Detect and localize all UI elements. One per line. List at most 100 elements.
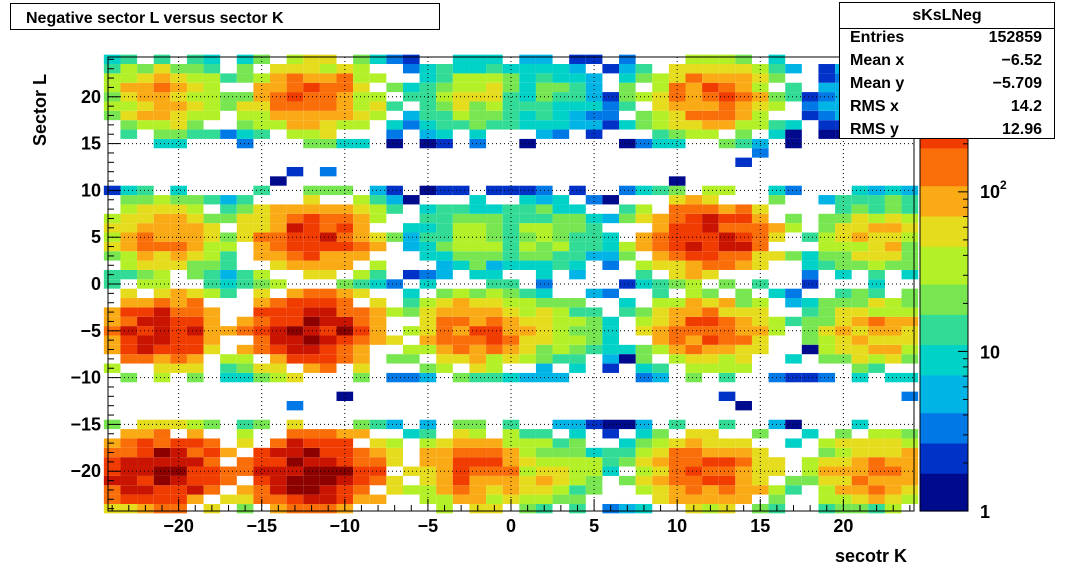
heatmap-bin xyxy=(319,344,337,355)
heatmap-bin xyxy=(436,438,453,448)
heatmap-bin xyxy=(652,438,669,448)
heatmap-bin xyxy=(735,251,752,261)
heatmap-bin xyxy=(818,241,836,252)
heatmap-bin xyxy=(369,232,387,242)
heatmap-bin xyxy=(818,326,836,336)
heatmap-bin xyxy=(186,204,204,214)
heatmap-bin xyxy=(203,54,221,65)
heatmap-bin xyxy=(203,241,221,252)
heatmap-bin xyxy=(751,475,769,486)
heatmap-bin xyxy=(186,429,204,439)
heatmap-bin xyxy=(901,307,919,317)
stats-row-mean-x: Mean x −6.52 xyxy=(840,52,1054,74)
heatmap-bin xyxy=(718,447,736,458)
heatmap-bin xyxy=(785,298,802,308)
heatmap-bin xyxy=(751,241,769,252)
heatmap-bin xyxy=(685,475,703,486)
heatmap-bin xyxy=(253,223,271,233)
heatmap-bin xyxy=(253,185,271,196)
heatmap-bin xyxy=(569,101,586,111)
heatmap-bin xyxy=(519,372,536,383)
heatmap-bin xyxy=(186,419,204,430)
heatmap-bin xyxy=(203,213,221,224)
heatmap-bin xyxy=(585,92,603,102)
heatmap-bin xyxy=(402,54,420,65)
heatmap-bin xyxy=(436,316,453,327)
heatmap-bin xyxy=(452,110,470,121)
heatmap-bin xyxy=(884,438,902,448)
heatmap-bin xyxy=(486,54,503,65)
heatmap-bin xyxy=(452,54,470,65)
heatmap-bin xyxy=(186,54,204,65)
heatmap-bin xyxy=(319,82,337,93)
heatmap-bin xyxy=(602,92,620,102)
heatmap-bin xyxy=(452,101,470,111)
heatmap-bin xyxy=(120,438,138,448)
heatmap-bin xyxy=(519,335,536,345)
heatmap-bin xyxy=(436,288,453,299)
heatmap-bin xyxy=(751,82,769,93)
heatmap-bin xyxy=(286,466,304,476)
heatmap-bin xyxy=(270,494,287,504)
heatmap-bin xyxy=(519,213,536,224)
heatmap-bin xyxy=(635,307,653,317)
heatmap-bin xyxy=(153,82,171,93)
heatmap-bin xyxy=(303,429,320,439)
heatmap-bin xyxy=(502,279,520,289)
heatmap-bin xyxy=(535,64,553,74)
heatmap-bin xyxy=(735,335,752,345)
heatmap-bin xyxy=(303,475,320,486)
heatmap-bin xyxy=(419,307,437,317)
heatmap-bin xyxy=(619,120,636,130)
heatmap-bin xyxy=(486,485,503,495)
heatmap-bin xyxy=(785,419,802,430)
heatmap-bin xyxy=(236,326,254,336)
heatmap-bin xyxy=(319,223,337,233)
heatmap-bin xyxy=(519,298,536,308)
heatmap-bin xyxy=(652,316,669,327)
heatmap-bin xyxy=(353,485,370,495)
heatmap-bin xyxy=(170,363,187,373)
heatmap-bin xyxy=(552,307,570,317)
heatmap-bin xyxy=(502,298,520,308)
heatmap-bin xyxy=(702,92,719,102)
heatmap-bin xyxy=(569,120,586,130)
heatmap-bin xyxy=(569,326,586,336)
heatmap-bin xyxy=(369,298,387,308)
heatmap-bin xyxy=(768,316,786,327)
heatmap-bin xyxy=(220,494,237,504)
heatmap-bin xyxy=(419,447,437,458)
heatmap-bin xyxy=(768,120,786,130)
heatmap-bin xyxy=(519,354,536,364)
heatmap-bin xyxy=(120,298,138,308)
heatmap-bin xyxy=(502,73,520,83)
heatmap-bin xyxy=(253,307,271,317)
heatmap-bin xyxy=(270,241,287,252)
heatmap-bin xyxy=(785,485,802,495)
heatmap-bin xyxy=(319,241,337,252)
stats-rms-x-value: 14.2 xyxy=(1010,98,1042,115)
heatmap-bin xyxy=(735,288,752,299)
heatmap-bin xyxy=(469,64,487,74)
heatmap-bin xyxy=(353,232,370,242)
x-tick-label: 20 xyxy=(833,516,853,536)
heatmap-bin xyxy=(236,354,254,364)
heatmap-bin xyxy=(336,110,354,121)
heatmap-bin xyxy=(402,372,420,383)
heatmap-bin xyxy=(203,64,221,74)
heatmap-bin xyxy=(303,195,320,205)
heatmap-bin xyxy=(818,73,836,83)
heatmap-bin xyxy=(419,129,437,139)
heatmap-bin xyxy=(419,110,437,121)
heatmap-bin xyxy=(552,120,570,130)
heatmap-bin xyxy=(884,326,902,336)
heatmap-bin xyxy=(303,64,320,74)
heatmap-bin xyxy=(785,64,802,74)
heatmap-bin xyxy=(170,223,187,233)
heatmap-bin xyxy=(868,485,885,495)
heatmap-bin xyxy=(270,92,287,102)
heatmap-bin xyxy=(419,251,437,261)
heatmap-bin xyxy=(436,223,453,233)
heatmap-bin xyxy=(486,241,503,252)
heatmap-bin xyxy=(718,82,736,93)
